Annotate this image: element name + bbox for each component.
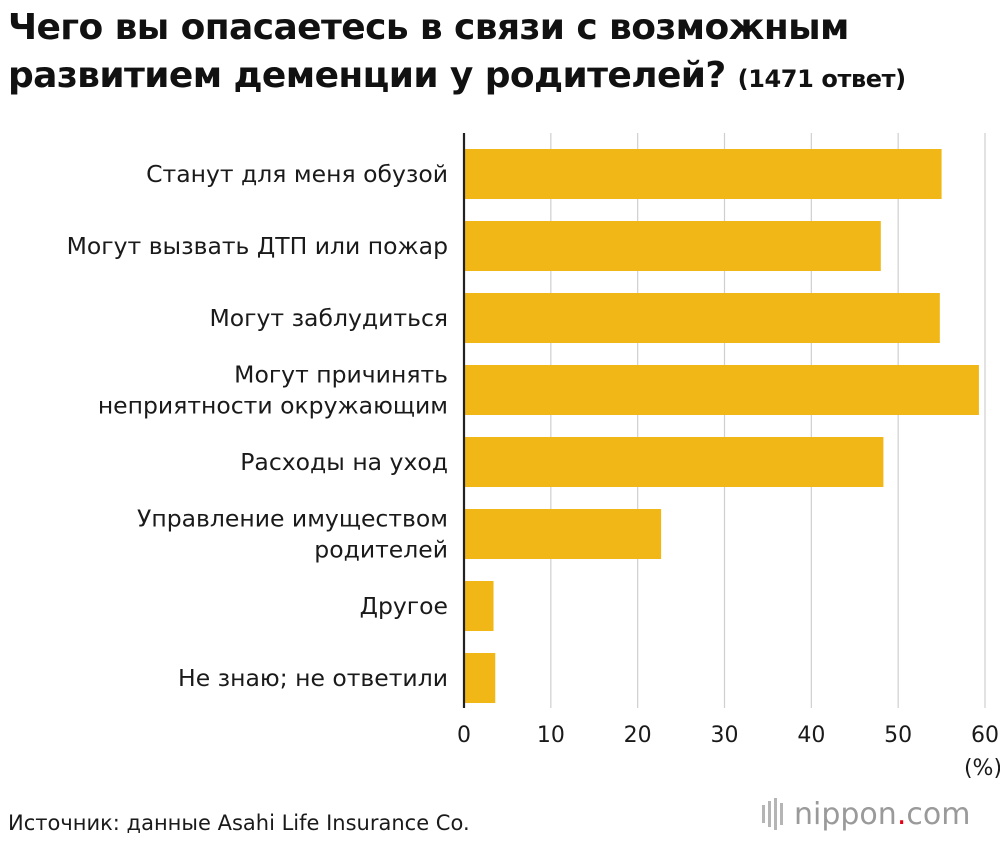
bar [464,437,884,487]
brand-tld: com [906,796,971,832]
category-label: Станут для меня обузой [146,160,448,188]
x-tick-label: 50 [884,723,912,748]
brand-logo: nippon. com [760,792,970,836]
category-label: Могут вызвать ДТП или пожар [67,232,448,260]
x-tick-label: 10 [537,723,565,748]
category-label: Могут заблудиться [210,304,449,332]
category-label: Расходы на уход [240,448,448,476]
x-tick-label: 20 [624,723,652,748]
chart-subtitle: (1471 ответ) [737,65,906,93]
bar [464,149,942,199]
brand-name: nippon [794,796,897,832]
bar [464,293,940,343]
bar [464,509,662,559]
bar [464,581,494,631]
chart-title: Чего вы опасаетесь в связи с возможным р… [8,4,988,103]
bar [464,221,881,271]
x-tick-label: 30 [711,723,739,748]
nippon-stripes-icon [762,798,783,830]
category-label: Могут причинять неприятности окружающим [98,361,448,420]
x-unit-label: (%) [964,756,1000,781]
source-note: Источник: данные Asahi Life Insurance Co… [8,811,470,835]
category-label: Не знаю; не ответили [178,664,448,692]
x-tick-label: 40 [797,723,825,748]
x-tick-label: 0 [457,723,471,748]
category-label: Управление имуществом родителей [137,505,448,564]
category-label: Другое [360,592,448,620]
brand-dot: . [896,796,907,832]
bar [464,365,979,415]
chart-title-text: Чего вы опасаетесь в связи с возможным р… [8,7,849,96]
x-tick-label: 60 [971,723,999,748]
bar [464,653,496,703]
